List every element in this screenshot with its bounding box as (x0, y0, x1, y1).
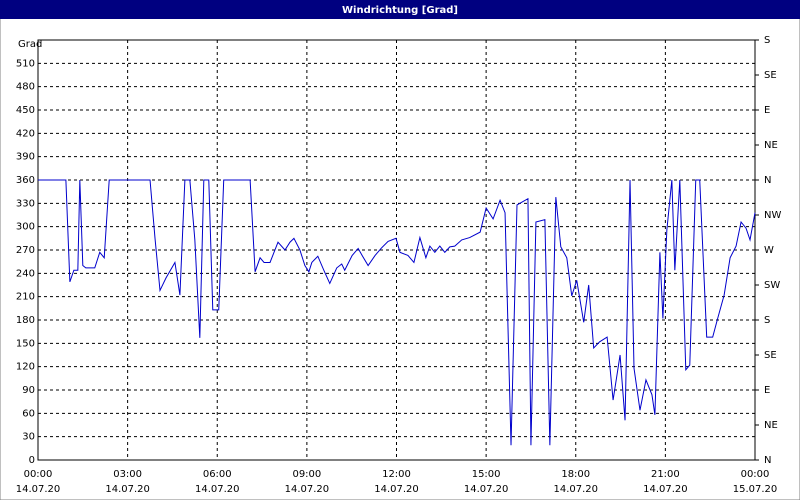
y-tick-label: 210 (16, 292, 35, 303)
y-tick-label: 90 (22, 385, 35, 396)
y-tick-label: 150 (16, 338, 35, 349)
y2-tick-label: S (764, 35, 770, 46)
y-tick-label: 120 (16, 362, 35, 373)
y2-tick-label: W (764, 245, 774, 256)
y-tick-label: 510 (16, 58, 35, 69)
y-tick-label: 180 (16, 315, 35, 326)
x-tick-date: 14.07.20 (374, 484, 419, 495)
x-tick-label: 18:00 (561, 469, 590, 480)
x-tick-label: 09:00 (292, 469, 321, 480)
y2-tick-label: NE (764, 140, 778, 151)
data-line (38, 179, 756, 446)
y-tick-label: 330 (16, 198, 35, 209)
y-tick-label: 270 (16, 245, 35, 256)
y-tick-label: 0 (29, 455, 35, 466)
x-tick-label: 00:00 (741, 469, 770, 480)
y2-tick-label: NW (764, 210, 781, 221)
x-tick-label: 12:00 (382, 469, 411, 480)
y-tick-label: 360 (16, 175, 35, 186)
y-axis-label: Grad (18, 39, 42, 50)
y2-tick-label: S (764, 315, 770, 326)
y2-tick-label: E (764, 385, 770, 396)
x-tick-date: 14.07.20 (16, 484, 61, 495)
y-tick-label: 60 (22, 408, 35, 419)
y-tick-label: 390 (16, 152, 35, 163)
y-tick-label: 240 (16, 268, 35, 279)
x-tick-date: 14.07.20 (553, 484, 598, 495)
x-tick-label: 03:00 (113, 469, 142, 480)
x-tick-label: 15:00 (472, 469, 501, 480)
y-tick-label: 450 (16, 105, 35, 116)
x-tick-label: 00:00 (24, 469, 53, 480)
x-tick-date: 14.07.20 (195, 484, 240, 495)
x-tick-date: 15.07.20 (733, 484, 778, 495)
y-tick-label: 420 (16, 128, 35, 139)
y2-tick-label: SE (764, 70, 777, 81)
x-tick-label: 06:00 (203, 469, 232, 480)
y-tick-label: 30 (22, 432, 35, 443)
y-tick-label: 480 (16, 82, 35, 93)
y2-tick-label: NE (764, 420, 778, 431)
y2-tick-label: N (764, 455, 771, 466)
title-bar (0, 0, 800, 19)
x-tick-date: 14.07.20 (105, 484, 150, 495)
y2-tick-label: E (764, 105, 770, 116)
x-tick-date: 14.07.20 (643, 484, 688, 495)
x-tick-date: 14.07.20 (285, 484, 330, 495)
x-tick-label: 21:00 (651, 469, 680, 480)
window-title: Windrichtung [Grad] (342, 5, 458, 16)
y2-tick-label: SE (764, 350, 777, 361)
y2-tick-label: SW (764, 280, 780, 291)
y-tick-label: 300 (16, 222, 35, 233)
y2-tick-label: N (764, 175, 771, 186)
x-tick-date: 14.07.20 (464, 484, 509, 495)
